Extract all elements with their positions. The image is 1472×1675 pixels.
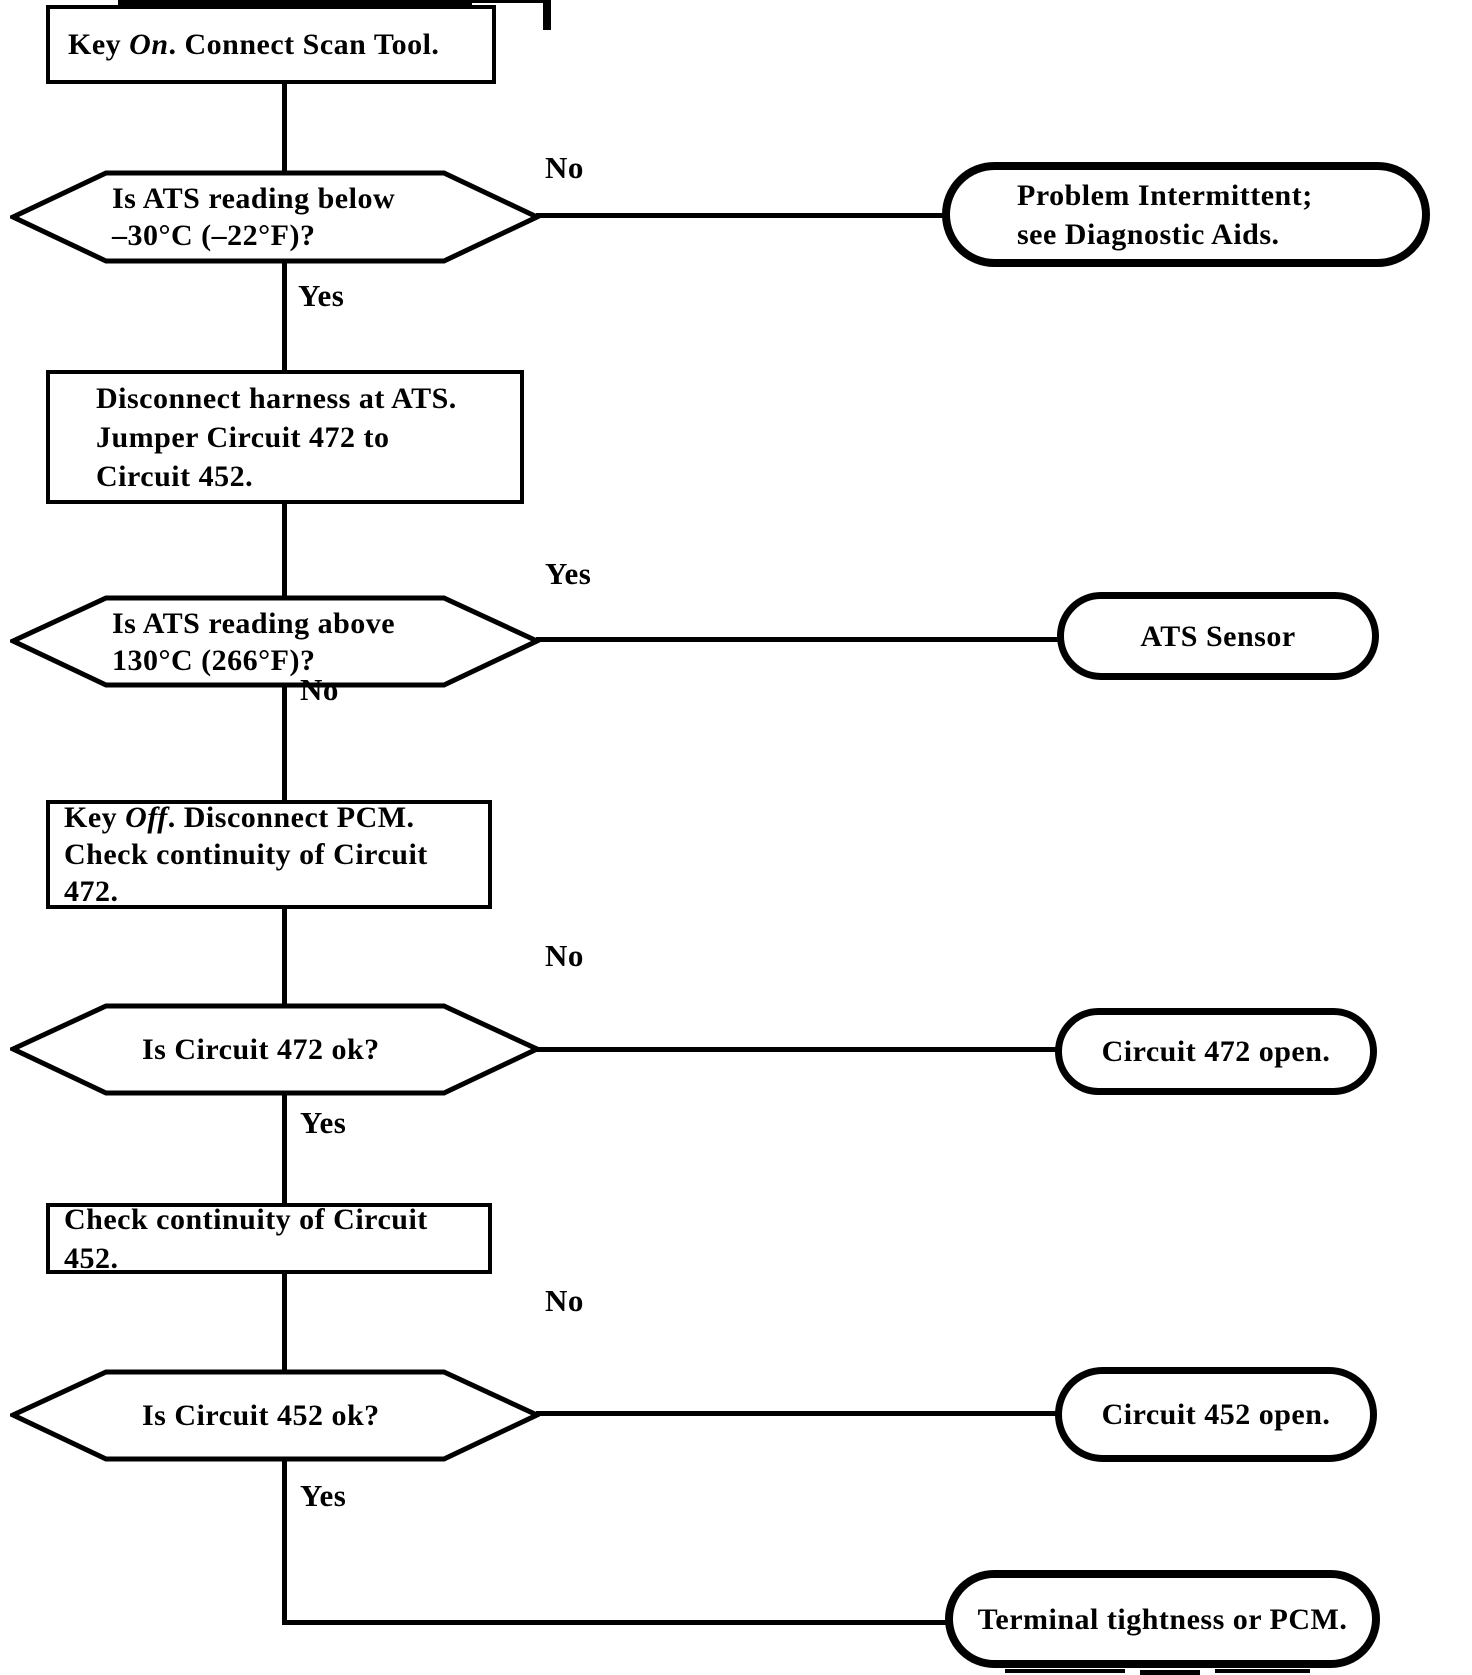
hexagon-shape: [10, 1369, 540, 1462]
connector-box3-hex3: [282, 907, 287, 1006]
process-key-on: Key On. Connect Scan Tool.: [46, 5, 496, 84]
connector-box4-hex4: [282, 1272, 287, 1371]
process-check-452: Check continuity of Circuit 452.: [46, 1203, 492, 1275]
connector-hex4-stadium4: [536, 1411, 1057, 1416]
terminal-problem-intermittent: Problem Intermittent; see Diagnostic Aid…: [942, 162, 1430, 267]
process-key-off-line2: Check continuity of Circuit 472.: [64, 838, 428, 908]
process-check-452-label: Check continuity of Circuit 452.: [64, 1202, 428, 1275]
branch-label-no-1: No: [545, 150, 584, 185]
scan-artifact-top-tick: [543, 0, 551, 30]
connector-hex1-box2: [282, 260, 287, 372]
branch-label-no-2: No: [300, 672, 339, 707]
connector-hex2-box3: [282, 686, 287, 802]
connector-hex1-stadium1: [536, 213, 946, 218]
decision-ats-below-line2: –30°C (–22°F)?: [112, 219, 316, 252]
terminal-problem-intermittent-line1: Problem Intermittent;: [1017, 178, 1313, 212]
scan-artifact-bottom-dash: [1215, 1669, 1310, 1673]
terminal-circuit-452-open: Circuit 452 open.: [1055, 1367, 1377, 1462]
branch-label-no-3: No: [545, 938, 584, 973]
terminal-circuit-452-open-label: Circuit 452 open.: [1101, 1398, 1331, 1431]
decision-circuit-472-label: Is Circuit 472 ok?: [142, 1033, 380, 1066]
terminal-circuit-472-open-label: Circuit 472 open.: [1101, 1035, 1331, 1068]
terminal-problem-intermittent-line2: see Diagnostic Aids.: [1017, 217, 1280, 251]
scan-artifact-bottom-dash: [1140, 1670, 1200, 1675]
process-disconnect-harness-line1: Disconnect harness at ATS.: [96, 381, 457, 415]
connector-hex4-terminal: [282, 1460, 287, 1625]
terminal-ats-sensor: ATS Sensor: [1057, 592, 1379, 680]
decision-ats-below-line1: Is ATS reading below: [112, 182, 396, 215]
terminal-tightness-pcm: Terminal tightness or PCM.: [945, 1570, 1380, 1668]
decision-circuit-472: Is Circuit 472 ok?: [10, 1003, 540, 1096]
decision-ats-above-line1: Is ATS reading above: [112, 606, 396, 640]
decision-ats-above-line2: 130°C (266°F)?: [112, 643, 316, 677]
hexagon-shape: [10, 595, 540, 688]
branch-label-yes-4: Yes: [300, 1478, 347, 1513]
branch-label-no-4: No: [545, 1283, 584, 1318]
hexagon-shape: [10, 1003, 540, 1096]
process-key-off-line1: Key Off. Disconnect PCM.: [64, 801, 415, 834]
connector-yes4-stadium5: [284, 1620, 949, 1625]
process-disconnect-harness-line3: Circuit 452.: [96, 459, 254, 493]
branch-label-yes-1: Yes: [298, 278, 345, 313]
decision-ats-below: Is ATS reading below –30°C (–22°F)?: [10, 170, 540, 264]
connector-hex3-stadium3: [536, 1047, 1057, 1052]
branch-label-yes-2: Yes: [545, 556, 592, 591]
connector-hex2-stadium2: [536, 637, 1059, 642]
branch-label-yes-3: Yes: [300, 1105, 347, 1140]
scan-artifact-top-bar: [118, 0, 472, 9]
process-key-off: Key Off. Disconnect PCM. Check continuit…: [46, 800, 492, 909]
terminal-circuit-472-open: Circuit 472 open.: [1055, 1008, 1377, 1095]
connector-box1-hex1: [282, 84, 287, 174]
process-disconnect-harness: Disconnect harness at ATS. Jumper Circui…: [46, 370, 524, 504]
process-key-on-text: Key On. Connect Scan Tool.: [68, 28, 440, 61]
hexagon-shape: [10, 170, 540, 264]
scan-artifact-bottom-dash: [1005, 1669, 1125, 1673]
process-disconnect-harness-line2: Jumper Circuit 472 to: [96, 420, 390, 454]
connector-hex3-box4: [282, 1094, 287, 1205]
terminal-tightness-pcm-label: Terminal tightness or PCM.: [977, 1602, 1348, 1636]
connector-box2-hex2: [282, 502, 287, 598]
terminal-ats-sensor-label: ATS Sensor: [1140, 619, 1296, 653]
decision-ats-above: Is ATS reading above 130°C (266°F)?: [10, 595, 540, 688]
scan-artifact-top-line: [472, 0, 548, 3]
decision-circuit-452-label: Is Circuit 452 ok?: [142, 1399, 380, 1432]
decision-circuit-452: Is Circuit 452 ok?: [10, 1369, 540, 1462]
